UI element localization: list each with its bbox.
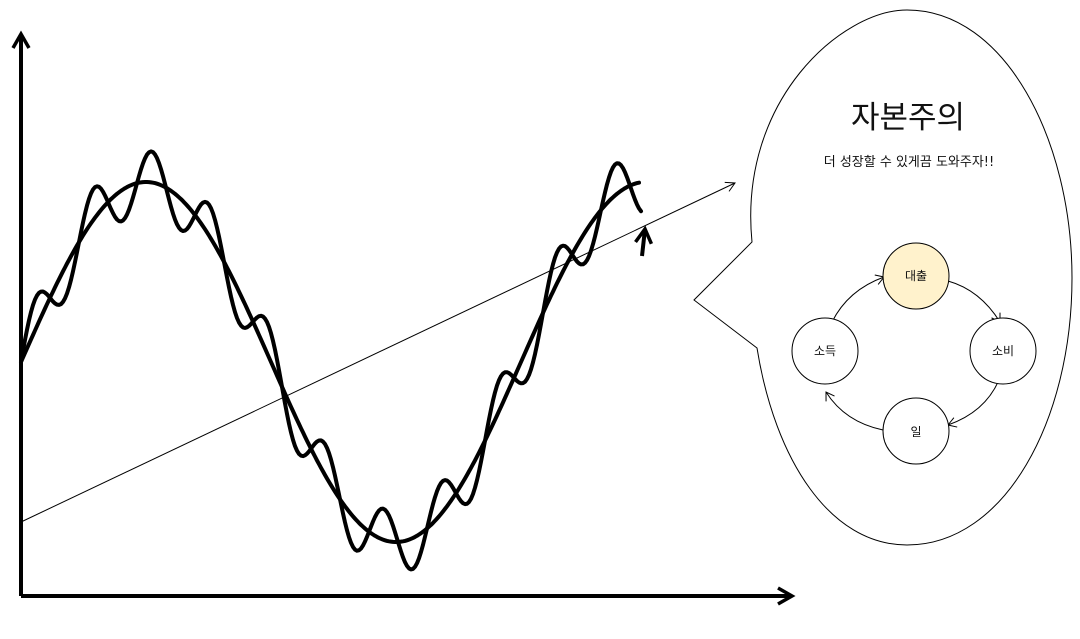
cycle-node-spending-label: 소비 (992, 344, 1014, 358)
cycle-node-work-label: 일 (910, 425, 921, 439)
chart-axes (11, 30, 796, 606)
cycle-arrow-loan-to-spending (947, 280, 1001, 323)
cycle-node-work: 일 (882, 397, 950, 465)
cycle-arrows (825, 274, 1001, 431)
cycle-node-income-label: 소득 (814, 344, 836, 358)
cycle-node-income-circle (791, 317, 859, 385)
cycle-arrow-income-to-loan (831, 274, 885, 323)
cycle-node-loan: 대출 (882, 242, 950, 310)
cycle-node-income: 소득 (791, 317, 859, 385)
cycle-node-loan-label: 대출 (905, 269, 927, 283)
cycle-arrow-work-to-income (825, 391, 884, 431)
cycle-node-work-circle (882, 397, 950, 465)
cycle-node-loan-circle (882, 242, 950, 310)
bubble-title: 자본주의 (851, 100, 965, 136)
bubble-subtitle: 더 성장할 수 있게끔 도와주자!! (824, 155, 994, 170)
fluctuation-curve-arrowhead (634, 225, 654, 257)
cycle-node-spending-circle (969, 317, 1037, 385)
cycle-arrow-spending-to-work (947, 379, 1000, 428)
short-term-fluctuation-curve (19, 149, 643, 572)
growth-trend-line (20, 181, 736, 523)
cycle-node-spending: 소비 (969, 317, 1037, 385)
business-cycle-curve (19, 180, 641, 544)
